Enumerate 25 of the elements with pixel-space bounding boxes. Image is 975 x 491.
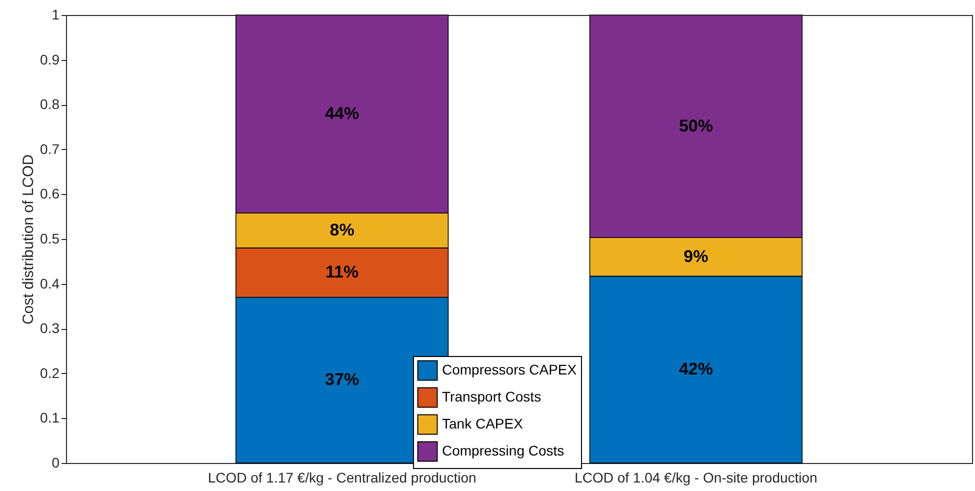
- y-tick-label: 0: [52, 454, 60, 470]
- legend-label: Compressors CAPEX: [442, 362, 578, 378]
- y-tick-label: 0.2: [40, 364, 60, 381]
- y-tick-label: 0.3: [40, 320, 60, 336]
- legend-label: Transport Costs: [442, 388, 542, 404]
- y-tick-label: 0.6: [40, 186, 60, 202]
- data-label: 8%: [330, 220, 354, 240]
- data-label: 42%: [678, 360, 713, 379]
- data-label: 11%: [326, 262, 359, 282]
- y-tick-label: 0.9: [40, 51, 60, 68]
- y-tick-label: 0.1: [40, 410, 60, 426]
- x-tick-label: LCOD of 1.04 €/kg - On-site production: [574, 470, 818, 486]
- y-tick-label: 0.7: [40, 140, 60, 157]
- x-tick-label: LCOD of 1.17 €/kg - Centralized production: [208, 470, 476, 486]
- y-tick-label: 0.8: [40, 96, 60, 112]
- legend-label: Compressing Costs: [442, 442, 564, 458]
- data-label: 9%: [684, 246, 708, 266]
- y-axis-title: Cost distribution of LCOD: [20, 154, 38, 325]
- data-label: 50%: [678, 116, 713, 136]
- y-tick-label: 1: [52, 6, 60, 22]
- legend-label: Tank CAPEX: [442, 416, 524, 432]
- data-label: 37%: [325, 370, 360, 390]
- y-tick-label: 0.4: [40, 275, 60, 292]
- data-label: 44%: [325, 104, 360, 124]
- y-tick-label: 0.5: [40, 230, 60, 246]
